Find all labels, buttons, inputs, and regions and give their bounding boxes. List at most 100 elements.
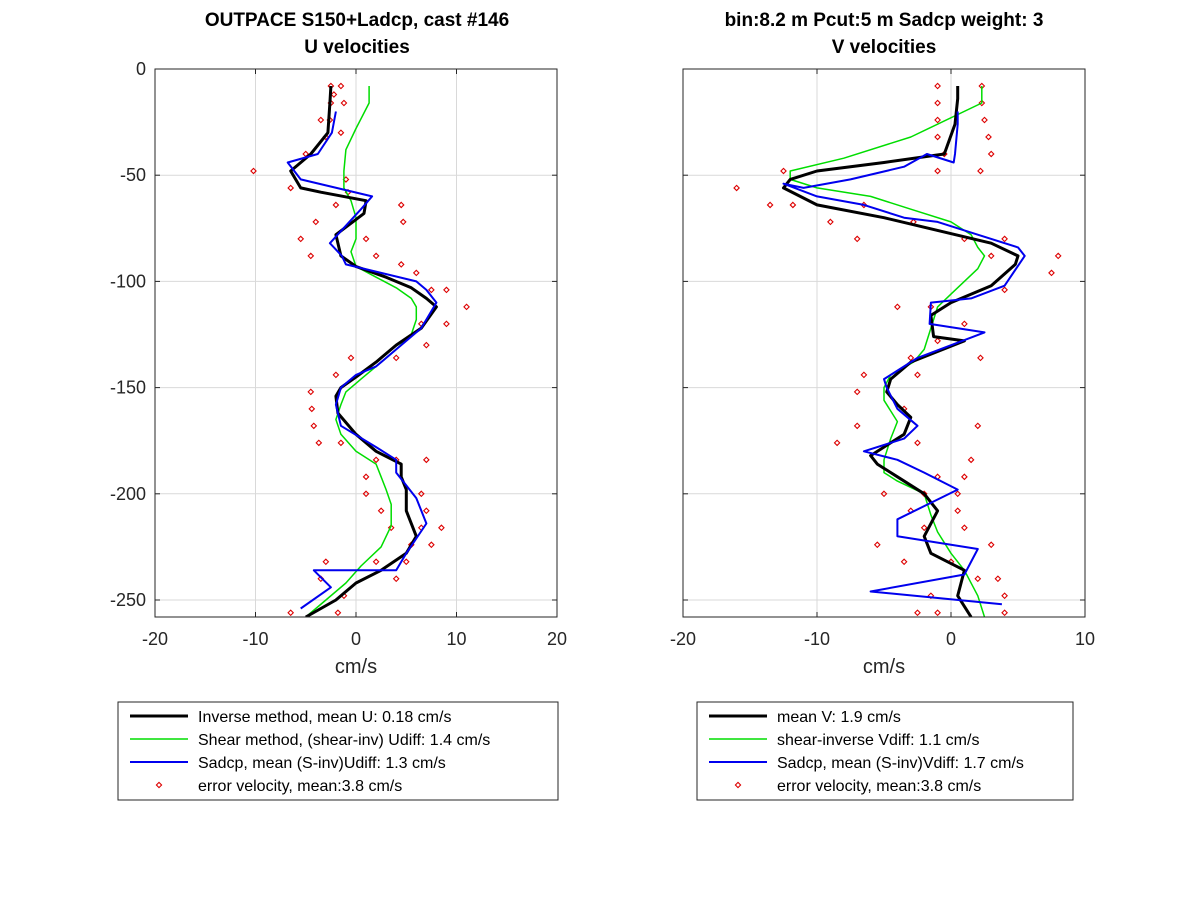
- v-error-velocity-point: [780, 167, 787, 175]
- u-y-tick-label: 0: [136, 59, 146, 79]
- v-error-velocity-point: [914, 371, 921, 379]
- v-x-tick-label: -10: [804, 629, 830, 649]
- v-error-velocity-point: [1001, 609, 1008, 617]
- v-error-velocity-point: [961, 524, 968, 532]
- u-error-velocity-point: [340, 99, 348, 107]
- v-error-velocity-point: [833, 439, 841, 447]
- v-legend-error-marker: [734, 781, 742, 789]
- u-error-velocity-point: [377, 507, 385, 515]
- v-x-axis-label: cm/s: [863, 656, 905, 678]
- u-x-axis-label: cm/s: [335, 656, 377, 678]
- v-error-velocity-point: [1054, 252, 1062, 260]
- v-error-velocity-point: [987, 252, 995, 260]
- v-legend-entry-label: mean V: 1.9 cm/s: [777, 709, 901, 726]
- v-error-velocity-point: [900, 558, 908, 566]
- v-error-velocity-point: [977, 167, 984, 175]
- u-y-tick-label: -100: [110, 271, 146, 291]
- v-sadcp-series-line: [782, 111, 1026, 606]
- u-y-tick-label: -200: [110, 484, 146, 504]
- v-error-velocity-point: [954, 490, 962, 498]
- v-error-velocity-point: [994, 575, 1002, 583]
- u-error-velocity-point: [312, 218, 320, 226]
- v-error-velocity-point: [1001, 235, 1008, 243]
- v-error-velocity-point: [860, 371, 868, 379]
- u-legend-error-marker: [155, 781, 163, 789]
- u-error-velocity-point: [307, 388, 315, 396]
- u-error-velocity-point: [402, 558, 410, 566]
- u-error-velocity-point: [438, 524, 445, 532]
- v-error-velocity-point: [853, 235, 861, 243]
- u-inverse-series-line: [289, 85, 438, 617]
- v-error-velocity-point: [987, 150, 995, 158]
- v-error-velocity-point: [914, 609, 921, 617]
- v-error-velocity-point: [985, 133, 992, 141]
- v-error-velocity-point: [934, 337, 941, 345]
- v-error-velocity-point: [789, 201, 797, 209]
- v-error-velocity-point: [853, 388, 861, 396]
- u-error-velocity-point: [347, 354, 355, 362]
- v-error-velocity-point: [974, 575, 982, 583]
- u-error-velocity-point: [392, 354, 400, 362]
- u-x-tick-label: -20: [142, 629, 168, 649]
- v-error-velocity-point: [961, 473, 968, 481]
- u-error-velocity-point: [330, 91, 338, 98]
- u-error-velocity-point: [422, 456, 430, 464]
- v-error-velocity-point: [1048, 269, 1055, 277]
- u-sadcp-series-line: [286, 111, 438, 610]
- v-error-velocity-point: [977, 354, 984, 362]
- v-x-tick-label: 0: [946, 629, 956, 649]
- u-error-velocity-point: [463, 303, 470, 311]
- u-error-velocity-point: [332, 201, 340, 209]
- v-error-velocity-point: [987, 541, 995, 549]
- v-legend-entry-label: Sadcp, mean (S-inv)Vdiff: 1.7 cm/s: [777, 755, 1024, 772]
- u-error-velocity-point: [397, 261, 405, 268]
- u-error-velocity-point: [427, 541, 435, 549]
- v-shear-series-line: [789, 86, 986, 617]
- u-y-tick-label: -50: [120, 165, 146, 185]
- v-error-velocity-point: [934, 116, 941, 124]
- u-error-velocity-point: [308, 405, 316, 413]
- v-velocity-legend: mean V: 1.9 cm/s shear-inverse Vdiff: 1.1…: [696, 701, 1074, 801]
- u-error-velocity-point: [297, 235, 305, 243]
- u-error-velocity-point: [427, 286, 435, 294]
- v-axes-frame: [682, 68, 1086, 618]
- v-error-velocity-point: [981, 116, 988, 124]
- u-error-velocity-point: [422, 507, 430, 515]
- v-legend-entry-label: shear-inverse Vdiff: 1.1 cm/s: [777, 732, 979, 749]
- u-data-layer: [250, 82, 470, 617]
- v-data-layer: [733, 82, 1062, 617]
- u-x-tick-label: 0: [351, 629, 361, 649]
- u-legend-entry-label: Inverse method, mean U: 0.18 cm/s: [198, 709, 451, 726]
- u-legend-entry-label: Sadcp, mean (S-inv)Udiff: 1.3 cm/s: [198, 755, 446, 772]
- v-x-tick-label: -20: [670, 629, 696, 649]
- u-error-velocity-point: [422, 341, 430, 349]
- u-legend-entry-label: error velocity, mean:3.8 cm/s: [198, 778, 402, 795]
- u-error-velocity-point: [307, 252, 315, 260]
- u-error-velocity-point: [322, 558, 330, 566]
- v-error-velocity-point: [920, 524, 928, 532]
- v-error-velocity-point: [733, 184, 740, 192]
- v-error-velocity-point: [827, 218, 834, 226]
- u-y-tick-label: -250: [110, 590, 146, 610]
- u-error-velocity-point: [387, 524, 395, 532]
- u-y-tick-label: -150: [110, 378, 146, 398]
- u-error-velocity-point: [399, 218, 407, 226]
- u-error-velocity-point: [332, 371, 340, 379]
- v-legend-entry-label: error velocity, mean:3.8 cm/s: [777, 778, 981, 795]
- v-plot-area: [683, 69, 1085, 617]
- v-inverse-series-line: [782, 86, 1020, 617]
- u-velocity-legend: Inverse method, mean U: 0.18 cm/s Shear m…: [117, 701, 559, 801]
- u-error-velocity-point: [287, 609, 295, 617]
- v-error-velocity-point: [934, 167, 941, 175]
- u-error-velocity-point: [287, 184, 295, 192]
- v-error-velocity-point: [914, 439, 921, 447]
- v-error-velocity-point: [954, 507, 962, 515]
- v-error-velocity-point: [961, 320, 968, 328]
- v-error-velocity-point: [934, 609, 941, 617]
- v-error-velocity-point: [934, 99, 941, 107]
- left-title-line1: OUTPACE S150+Ladcp, cast #146: [205, 10, 509, 31]
- v-error-velocity-point: [907, 354, 915, 362]
- v-error-velocity-point: [974, 422, 982, 430]
